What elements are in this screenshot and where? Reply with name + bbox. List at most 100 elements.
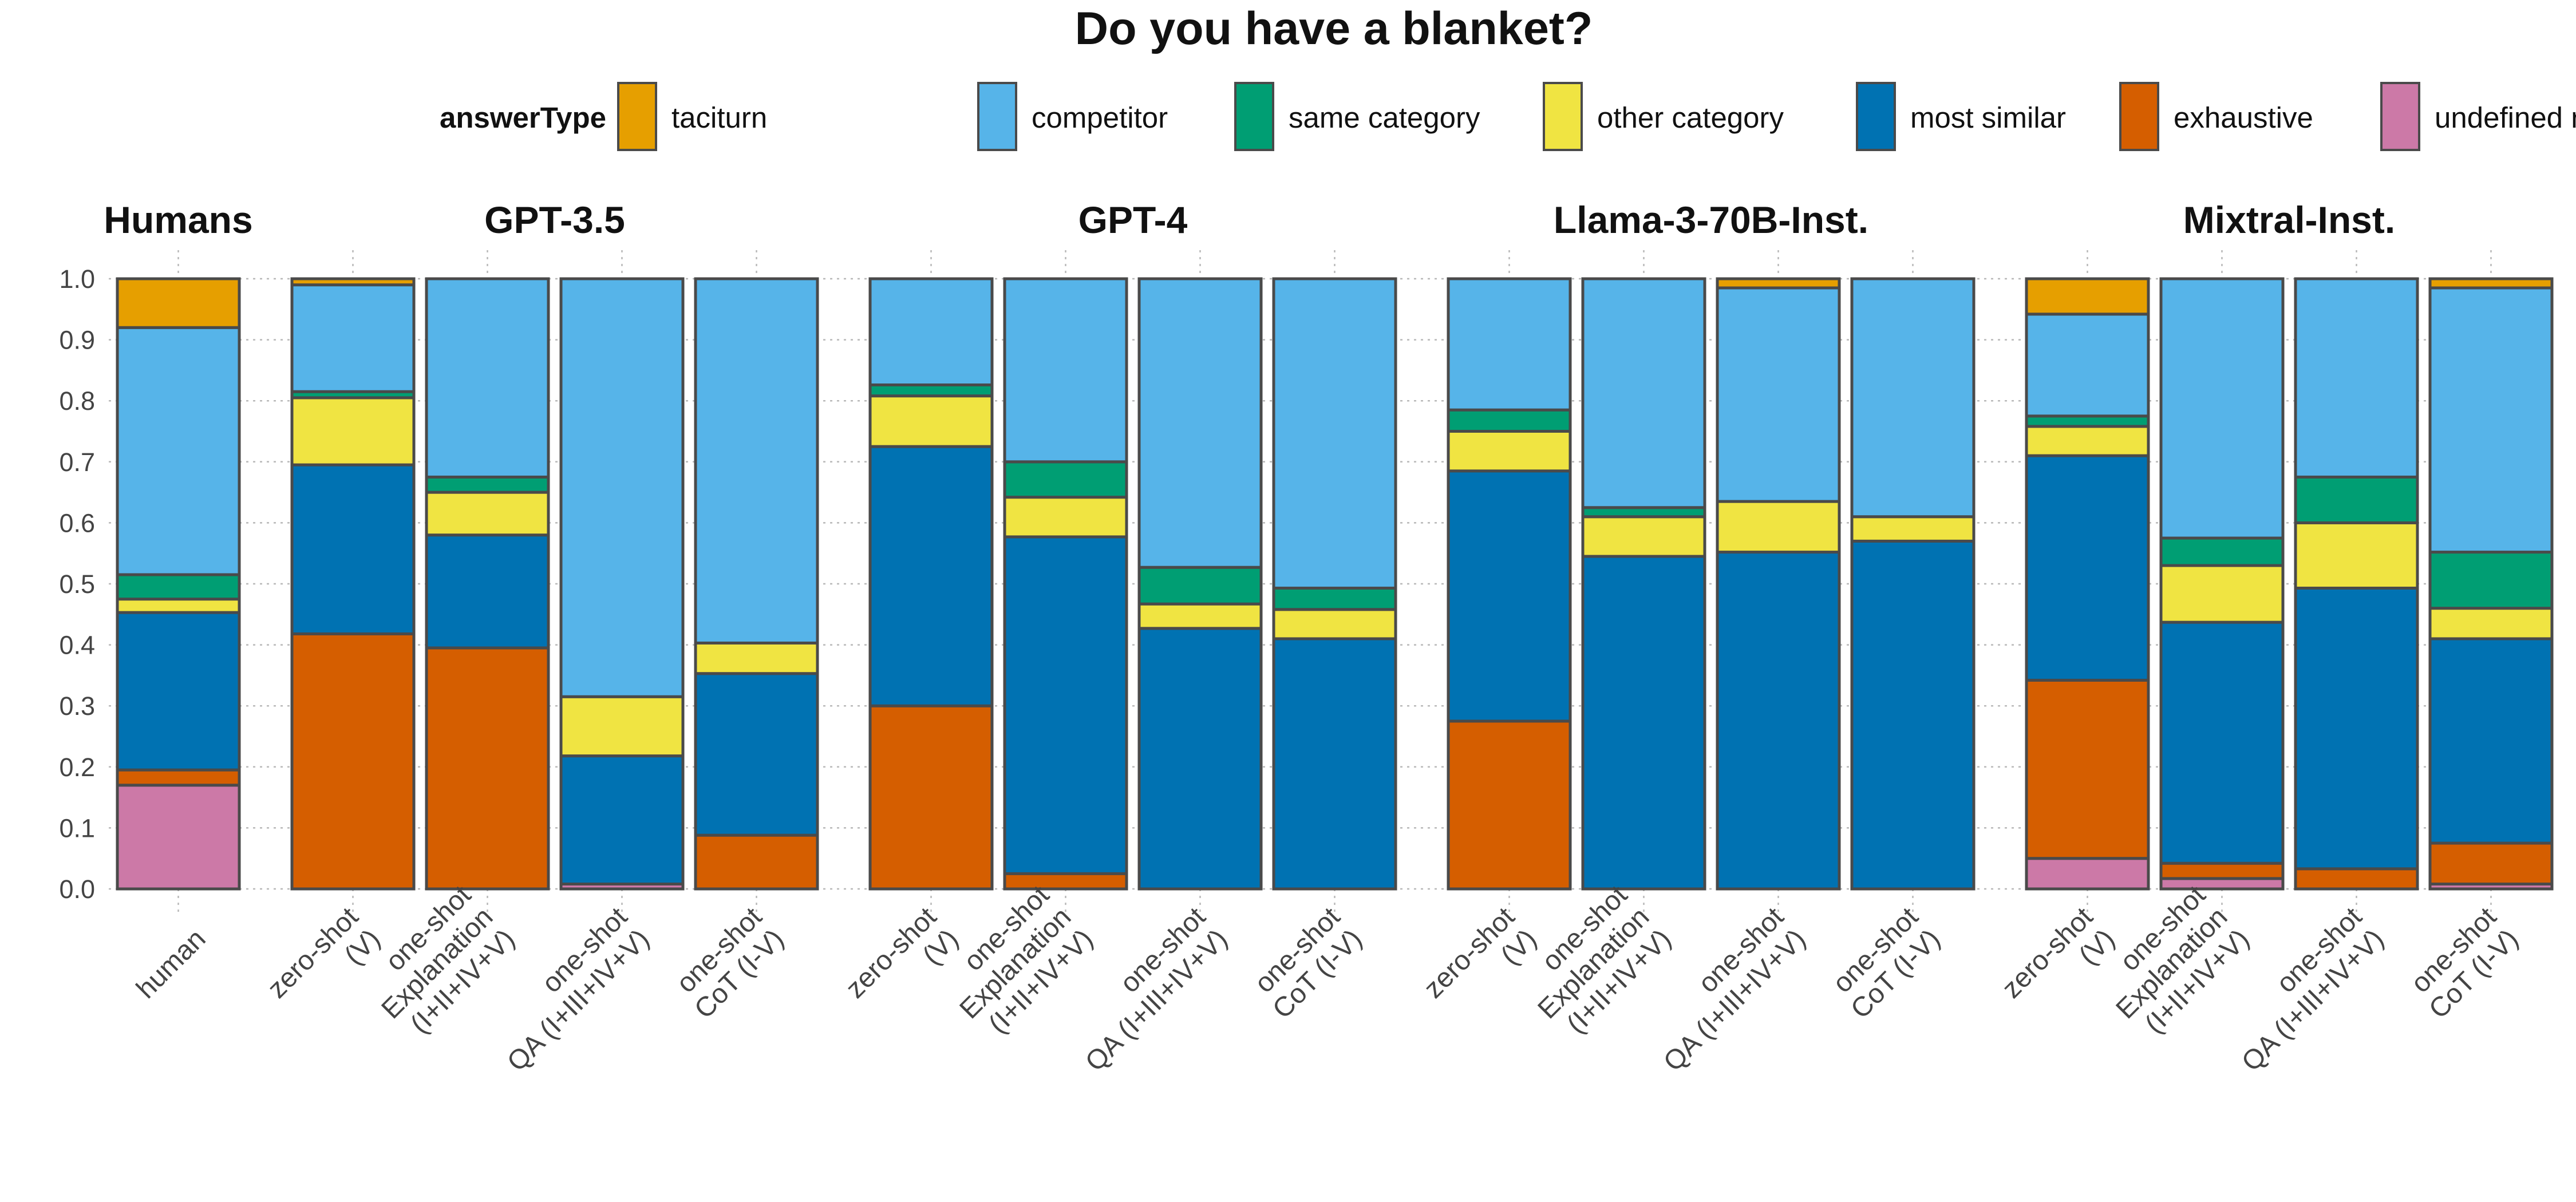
bar-segment-other-category — [116, 598, 241, 614]
bar-segment-most-similar — [559, 754, 685, 885]
bar-zero-shot-v — [1447, 277, 1572, 891]
facet-title: Mixtral-Inst. — [2183, 199, 2395, 241]
legend-swatch-undefined-responses — [2380, 82, 2420, 151]
bar-segment-exhaustive — [2025, 678, 2150, 860]
legend-label: competitor — [1032, 101, 1168, 134]
bar-segment-competitor — [694, 277, 819, 645]
legend-item-competitor: competitor — [977, 82, 1168, 151]
x-tick-label: one-shotCoT (I-V) — [1245, 902, 1368, 1025]
legend-item-other-category: other category — [1543, 82, 1784, 151]
bar-segment-competitor — [868, 277, 994, 386]
bar-segment-other-category — [2159, 564, 2285, 624]
x-tick-label: zero-shot(V) — [1996, 902, 2120, 1026]
legend-label: same category — [1289, 101, 1480, 134]
x-tick-label: one-shotExplanation(I+II+IV+V) — [354, 880, 520, 1046]
x-tick-label: human — [131, 924, 211, 1005]
legend-item-taciturn: taciturn — [617, 82, 767, 151]
bar-segment-other-category — [1137, 602, 1263, 630]
bar-segment-most-similar — [1003, 535, 1128, 875]
bar-one-shot-explanation-i-ii-iv-v — [2159, 277, 2285, 891]
bar-segment-other-category — [694, 641, 819, 675]
x-tick-label: one-shotQA (I+III+IV+V) — [2214, 902, 2390, 1077]
bar-segment-exhaustive — [116, 768, 241, 787]
y-tick-label: 1.0 — [59, 264, 95, 294]
y-tick-label: 0.5 — [59, 570, 95, 599]
bar-segment-taciturn — [290, 277, 416, 287]
bar-segment-same-category — [1003, 460, 1128, 499]
legend-item-undefined-responses: undefined responses — [2380, 82, 2576, 151]
bar-segment-competitor — [1003, 277, 1128, 464]
y-tick-label: 0.9 — [59, 326, 95, 355]
bar-segment-competitor — [1850, 277, 1976, 519]
legend-swatch-exhaustive — [2119, 82, 2159, 151]
bar-segment-taciturn — [1716, 277, 1841, 290]
x-tick-label: one-shotCoT (I-V) — [667, 902, 790, 1025]
bar-segment-same-category — [1137, 566, 1263, 606]
bar-segment-exhaustive — [1447, 719, 1572, 891]
bar-segment-competitor — [1447, 277, 1572, 412]
bar-human — [116, 277, 241, 891]
bar-segment-other-category — [1003, 496, 1128, 539]
legend: answerType taciturn competitor same catego… — [440, 82, 2576, 151]
bar-segment-exhaustive — [694, 833, 819, 891]
chart-title: Do you have a blanket? — [1075, 3, 1593, 54]
legend-item-most-similar: most similar — [1856, 82, 2066, 151]
bar-one-shot-cot-i-v — [1850, 277, 1976, 891]
x-tick-label: one-shotExplanation(I+II+IV+V) — [2088, 880, 2255, 1046]
bar-zero-shot-v — [868, 277, 994, 891]
legend-swatch-taciturn — [617, 82, 657, 151]
bar-one-shot-explanation-i-ii-iv-v — [425, 277, 550, 891]
bar-segment-same-category — [425, 475, 550, 494]
bar-segment-taciturn — [116, 277, 241, 329]
bar-segment-exhaustive — [2159, 861, 2285, 880]
x-tick-label: zero-shot(V) — [840, 902, 964, 1026]
bar-segment-most-similar — [1137, 627, 1263, 891]
bar-segment-most-similar — [1850, 539, 1976, 891]
x-tick-label: one-shotExplanation(I+II+IV+V) — [1510, 880, 1677, 1046]
bar-segment-undefined-responses — [2159, 877, 2285, 891]
x-tick-label: one-shotCoT (I-V) — [2401, 902, 2524, 1025]
y-tick-label: 0.1 — [59, 813, 95, 843]
legend-title: answerType — [440, 101, 606, 134]
facet-title: GPT-3.5 — [484, 199, 625, 241]
x-tick-label: one-shotCoT (I-V) — [1823, 902, 1946, 1025]
x-tick-label: one-shotQA (I+III+IV+V) — [1636, 902, 1812, 1077]
bar-segment-most-similar — [1716, 551, 1841, 891]
bar-segment-competitor — [559, 277, 685, 698]
facet-mixtral-inst: Mixtral-Inst. zero-shot(V)one-shotExplana… — [1996, 199, 2554, 1077]
bar-segment-competitor — [2025, 313, 2150, 418]
legend-label: other category — [1597, 101, 1784, 134]
bar-segment-other-category — [2025, 425, 2150, 457]
facet-title: Llama-3-70B-Inst. — [1554, 199, 1868, 241]
bar-segment-other-category — [290, 396, 416, 466]
bar-segment-exhaustive — [2294, 867, 2419, 891]
bar-segment-most-similar — [1581, 555, 1706, 891]
bar-segment-most-similar — [2428, 637, 2554, 845]
x-tick-label: zero-shot(V) — [262, 902, 386, 1026]
bar-segment-exhaustive — [1003, 872, 1128, 891]
bar-segment-most-similar — [1447, 469, 1572, 723]
y-tick-label: 0.7 — [59, 448, 95, 477]
bar-segment-same-category — [1447, 408, 1572, 433]
bar-segment-competitor — [1137, 277, 1263, 569]
legend-swatch-competitor — [977, 82, 1017, 151]
bar-segment-exhaustive — [425, 646, 550, 891]
facet-gpt-4: GPT-4 zero-shot(V)one-shotExplanation(I+I… — [840, 199, 1397, 1077]
bar-segment-same-category — [868, 383, 994, 398]
bar-segment-other-category — [2428, 607, 2554, 640]
bar-segment-taciturn — [2025, 277, 2150, 316]
bar-segment-undefined-responses — [116, 784, 241, 891]
y-tick-label: 0.2 — [59, 753, 95, 782]
bar-segment-most-similar — [868, 445, 994, 707]
bar-segment-most-similar — [2159, 620, 2285, 865]
bar-zero-shot-v — [290, 277, 416, 891]
bar-segment-other-category — [1272, 608, 1397, 640]
bar-segment-most-similar — [425, 533, 550, 650]
y-tick-label: 0.8 — [59, 386, 95, 416]
x-tick-label: one-shotExplanation(I+II+IV+V) — [932, 880, 1099, 1046]
bar-segment-other-category — [1581, 515, 1706, 558]
facet-title: GPT-4 — [1078, 199, 1188, 241]
bar-segment-undefined-responses — [2025, 857, 2150, 891]
bar-one-shot-explanation-i-ii-iv-v — [1581, 277, 1706, 891]
